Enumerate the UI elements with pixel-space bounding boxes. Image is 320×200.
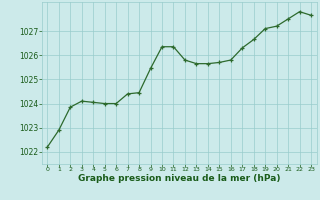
X-axis label: Graphe pression niveau de la mer (hPa): Graphe pression niveau de la mer (hPa) (78, 174, 280, 183)
